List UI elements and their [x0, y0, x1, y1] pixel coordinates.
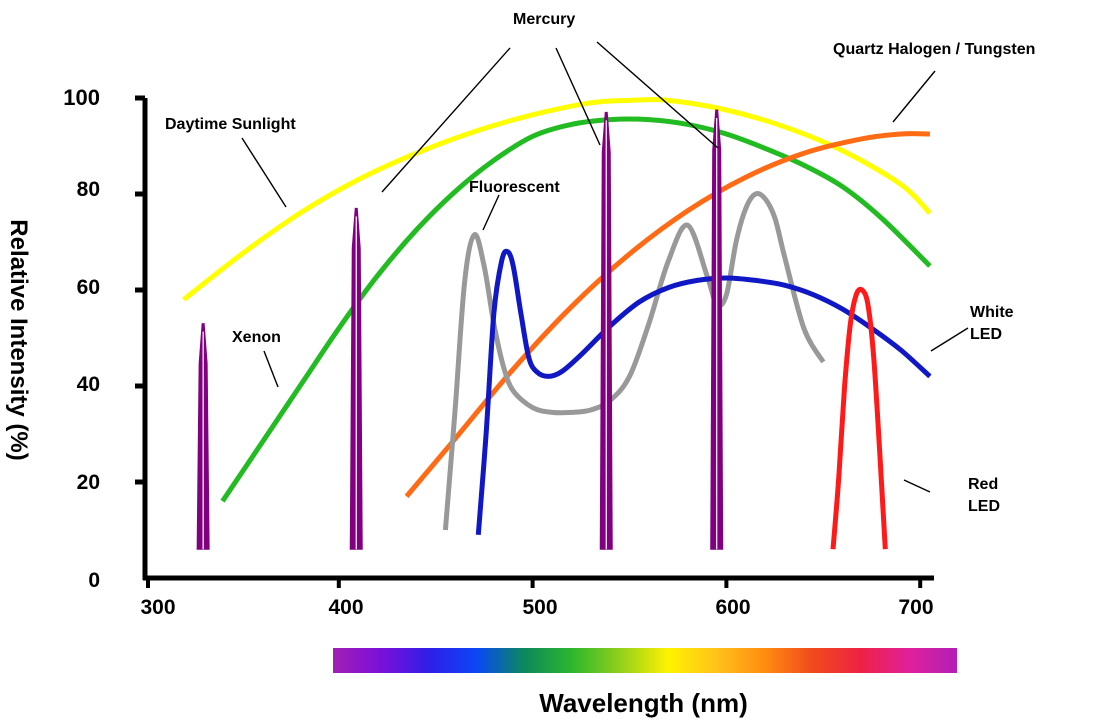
- series-layer: [182, 97, 932, 550]
- annotation-pointer: [892, 70, 936, 123]
- series-fluorescent: [442, 191, 826, 531]
- y-tick-label: 40: [76, 373, 100, 396]
- annotation-mercury: Mercury: [513, 11, 576, 28]
- x-tick-label: 400: [328, 596, 364, 619]
- annotation-pointer: [903, 479, 931, 493]
- series-xenon: [220, 116, 932, 503]
- series-line: [830, 286, 888, 550]
- annotation-daytime-sunlight: Daytime Sunlight: [165, 116, 296, 133]
- annotation-pointer: [482, 194, 500, 231]
- y-tick-label: 20: [76, 471, 100, 494]
- series-white-led: [475, 248, 932, 535]
- y-axis-title-text: Relative Intensity (%): [5, 219, 32, 461]
- annotation-pointers: [241, 41, 969, 493]
- y-tick-label: 0: [88, 569, 100, 592]
- axes: [135, 95, 934, 588]
- series-line: [475, 248, 932, 535]
- x-axis-title: Wavelength (nm): [539, 688, 748, 718]
- x-tick-label: 700: [898, 596, 934, 619]
- annotation-white-led: White LED: [970, 304, 1014, 343]
- wavelength-spectrum-bar: [333, 648, 957, 673]
- y-tick-label: 100: [63, 85, 100, 110]
- annotation-red-led: Red LED: [968, 476, 1000, 515]
- annotation-quartz-halogen: Quartz Halogen / Tungsten: [833, 41, 1036, 58]
- y-tick-label: 60: [76, 276, 100, 299]
- x-tick-label: 600: [715, 596, 751, 619]
- annotation-pointer: [596, 41, 719, 149]
- series-mercury: [196, 109, 724, 550]
- x-tick-label: 300: [140, 596, 176, 619]
- x-tick-label: 500: [522, 596, 558, 619]
- annotation-pointer: [930, 327, 969, 352]
- annotation-pointer: [381, 47, 511, 193]
- annotation-pointer: [263, 350, 279, 388]
- annotation-xenon: Xenon: [232, 329, 281, 346]
- annotation-pointer: [555, 47, 601, 146]
- y-tick-label: 80: [76, 178, 100, 201]
- series-line: [220, 116, 932, 503]
- series-line: [442, 191, 826, 531]
- series-red-led: [830, 286, 888, 550]
- annotation-pointer: [241, 137, 287, 208]
- annotation-fluorescent: Fluorescent: [469, 179, 560, 196]
